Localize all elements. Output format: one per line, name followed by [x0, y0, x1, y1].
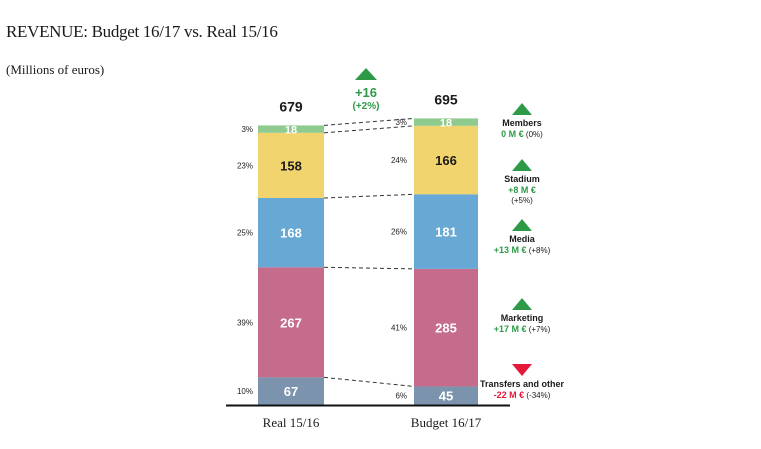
chart-subtitle: (Millions of euros): [6, 62, 105, 77]
connector-line: [323, 376, 415, 387]
change-value: -22 M €: [494, 390, 525, 400]
value-label: 267: [280, 315, 302, 330]
change-percent: (0%): [524, 130, 543, 139]
change-up-arrow-icon: [355, 68, 377, 80]
value-label: 158: [280, 158, 302, 173]
legend-label-transfers-and-other: Transfers and other: [480, 379, 565, 389]
share-label: 24%: [391, 156, 407, 165]
change-value: +8 M €: [508, 185, 536, 195]
change-value: +17 M €: [494, 324, 527, 334]
value-label: 168: [280, 226, 302, 241]
change-up-arrow-icon: [512, 159, 532, 171]
value-label: 181: [435, 225, 457, 240]
total-change-percent: (+2%): [353, 101, 380, 112]
share-label: 41%: [391, 324, 407, 333]
connector-line: [323, 266, 415, 270]
legend-change-media: +13 M € (+8%): [494, 245, 551, 255]
bar-segment-marketing: [258, 267, 324, 378]
bar-segment-media: [258, 197, 324, 268]
change-up-arrow-icon: [512, 298, 532, 310]
bar-segment-transfers-and-other: [414, 386, 478, 405]
change-value: 0 M €: [501, 129, 524, 139]
legend-change-members: 0 M € (0%): [501, 129, 543, 139]
bar-segment-marketing: [414, 268, 478, 387]
change-percent: (+5%): [511, 196, 533, 205]
value-label: 18: [285, 124, 297, 136]
total-label: 695: [434, 91, 458, 107]
value-label: 18: [440, 117, 452, 129]
bar-segment-media: [414, 194, 478, 269]
share-label: 25%: [237, 229, 253, 238]
share-label: 23%: [237, 161, 253, 170]
chart-title: REVENUE: Budget 16/17 vs. Real 15/16: [6, 22, 278, 41]
legend-label-marketing: Marketing: [501, 313, 544, 323]
bar-segment-stadium: [258, 132, 324, 198]
share-label: 3%: [395, 118, 407, 127]
legend-change-transfers-and-other: -22 M € (-34%): [494, 390, 551, 400]
connector-line: [323, 125, 415, 134]
change-percent: (+8%): [526, 246, 550, 255]
share-label: 3%: [241, 125, 253, 134]
legend-label-members: Members: [502, 118, 542, 128]
legend-label-media: Media: [509, 234, 536, 244]
bar-segment-members: [414, 118, 478, 126]
share-label: 6%: [395, 392, 407, 401]
category-label: Budget 16/17: [411, 415, 482, 430]
change-up-arrow-icon: [512, 103, 532, 115]
change-down-arrow-icon: [512, 364, 532, 376]
share-label: 10%: [237, 387, 253, 396]
total-label: 679: [279, 98, 303, 114]
total-change-value: +16: [355, 85, 377, 100]
connector-line: [323, 193, 415, 199]
share-label: 39%: [237, 318, 253, 327]
bar-segment-stadium: [414, 125, 478, 195]
connector-line: [323, 117, 415, 126]
change-percent: (+7%): [526, 325, 550, 334]
category-label: Real 15/16: [263, 415, 320, 430]
bar-segment-members: [258, 125, 324, 133]
legend-label-stadium: Stadium: [504, 174, 540, 184]
legend-change-stadium: +8 M €: [508, 185, 536, 195]
change-value: +13 M €: [494, 245, 527, 255]
change-percent: (-34%): [524, 391, 551, 400]
value-label: 45: [439, 389, 453, 404]
legend-change-marketing: +17 M € (+7%): [494, 324, 551, 334]
value-label: 67: [284, 384, 298, 399]
value-label: 166: [435, 153, 457, 168]
share-label: 26%: [391, 228, 407, 237]
value-label: 285: [435, 321, 457, 336]
change-up-arrow-icon: [512, 219, 532, 231]
bar-segment-transfers-and-other: [258, 377, 324, 405]
